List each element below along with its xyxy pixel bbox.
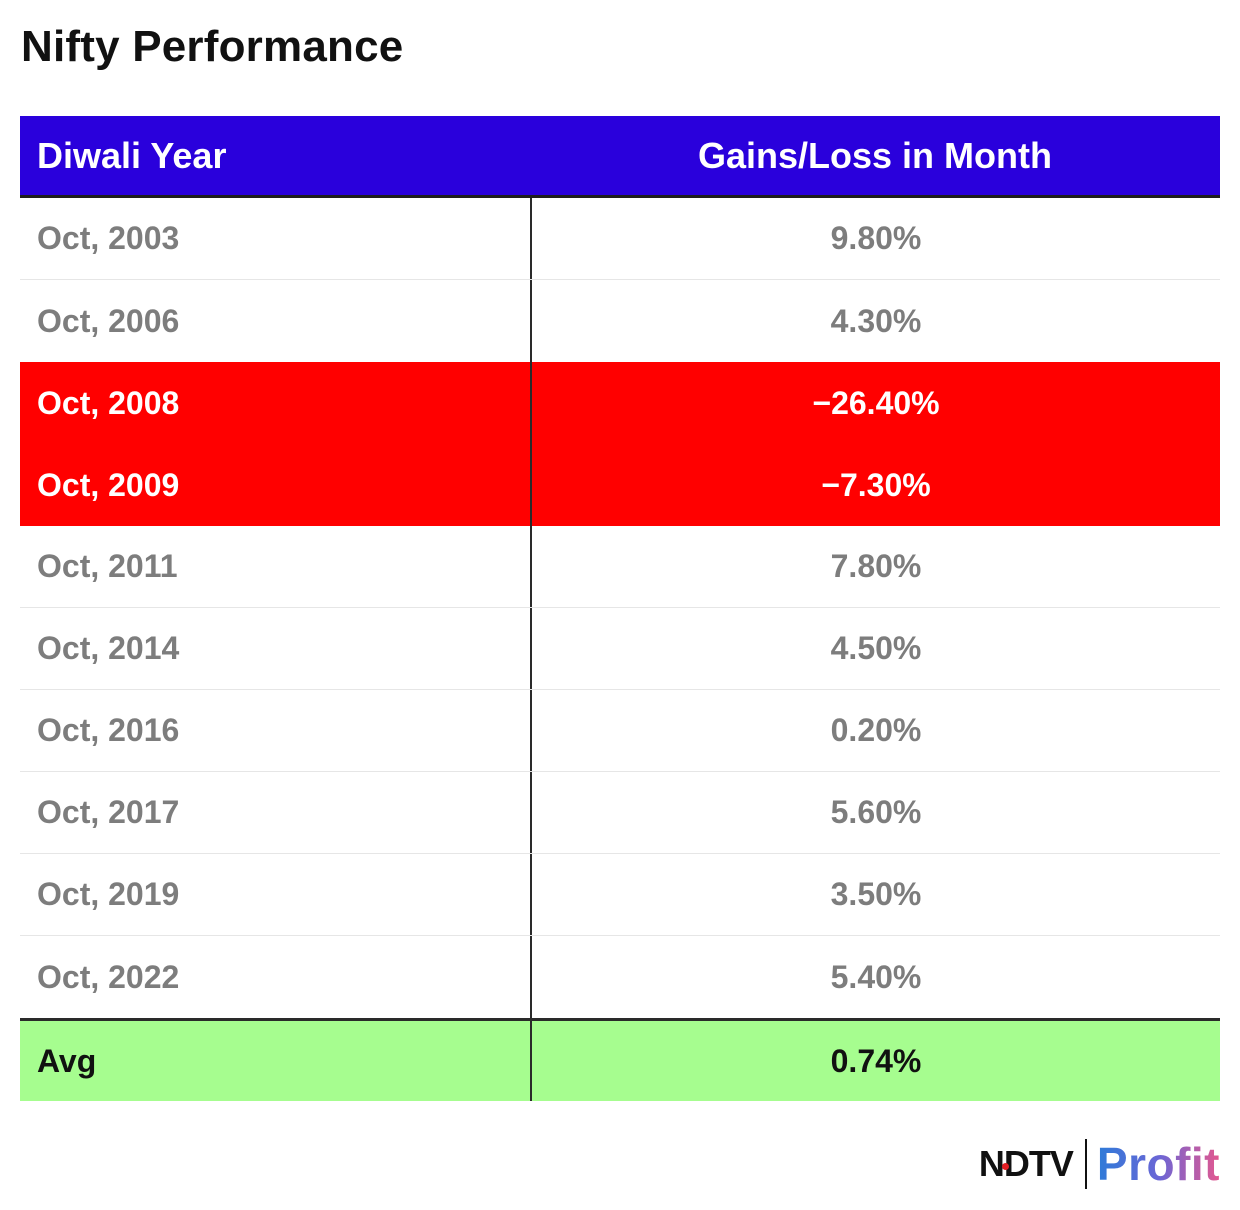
year-cell: Oct, 2019 [37,876,180,912]
table-row: Oct, 2003 9.80% [20,198,1220,280]
ndtv-dot-icon [1001,1163,1009,1170]
year-cell: Oct, 2011 [37,548,178,584]
table-row: Oct, 2011 7.80% [20,526,1220,608]
gain-cell: 0.20% [530,690,1220,771]
column-header-year: Diwali Year [37,134,227,176]
table-row: Oct, 2017 5.60% [20,772,1220,854]
average-value: 0.74% [530,1021,1220,1101]
year-cell: Oct, 2022 [37,958,180,995]
gain-cell: 9.80% [530,198,1220,279]
year-cell: Oct, 2003 [37,220,180,256]
year-cell: Oct, 2016 [37,712,180,748]
column-header-gain: Gains/Loss in Month [697,134,1052,176]
gain-cell: −26.40% [530,362,1220,444]
profit-wordmark: Profit [1096,1138,1220,1190]
performance-table: Diwali Year Gains/Loss in Month Oct, 200… [20,116,1220,1101]
year-cell: Oct, 2006 [37,302,180,339]
table-row: Oct, 2016 0.20% [20,690,1220,772]
average-label: Avg [37,1042,97,1079]
table-body: Oct, 2003 9.80% Oct, 2006 4.30% Oct, 2008 −26… [20,198,1220,1018]
chart-title: Nifty Performance [21,22,404,71]
table-header: Diwali Year Gains/Loss in Month [20,116,1220,198]
ndtv-wordmark: NDTV [978,1143,1074,1184]
gain-cell: 3.50% [530,854,1220,935]
table-row: Oct, 2006 4.30% [20,280,1220,362]
average-row: Avg 0.74% [20,1018,1220,1101]
year-cell: Oct, 2017 [37,794,180,830]
table-row: Oct, 2022 5.40% [20,936,1220,1018]
year-cell: Oct, 2008 [37,384,180,421]
gain-cell: 7.80% [530,526,1220,607]
gain-cell: 5.60% [530,772,1220,853]
gain-cell: 4.50% [530,608,1220,689]
gain-cell: −7.30% [530,444,1220,526]
table-row: Oct, 2008 −26.40% [20,362,1220,444]
gain-cell: 5.40% [530,936,1220,1018]
table-row: Oct, 2014 4.50% [20,608,1220,690]
logo-divider [1084,1139,1087,1189]
brand-logo: NDTV Profit [979,1136,1220,1192]
table-row: Oct, 2019 3.50% [20,854,1220,936]
year-cell: Oct, 2009 [37,466,180,503]
table-row: Oct, 2009 −7.30% [20,444,1220,526]
gain-cell: 4.30% [530,280,1220,362]
year-cell: Oct, 2014 [37,630,180,666]
